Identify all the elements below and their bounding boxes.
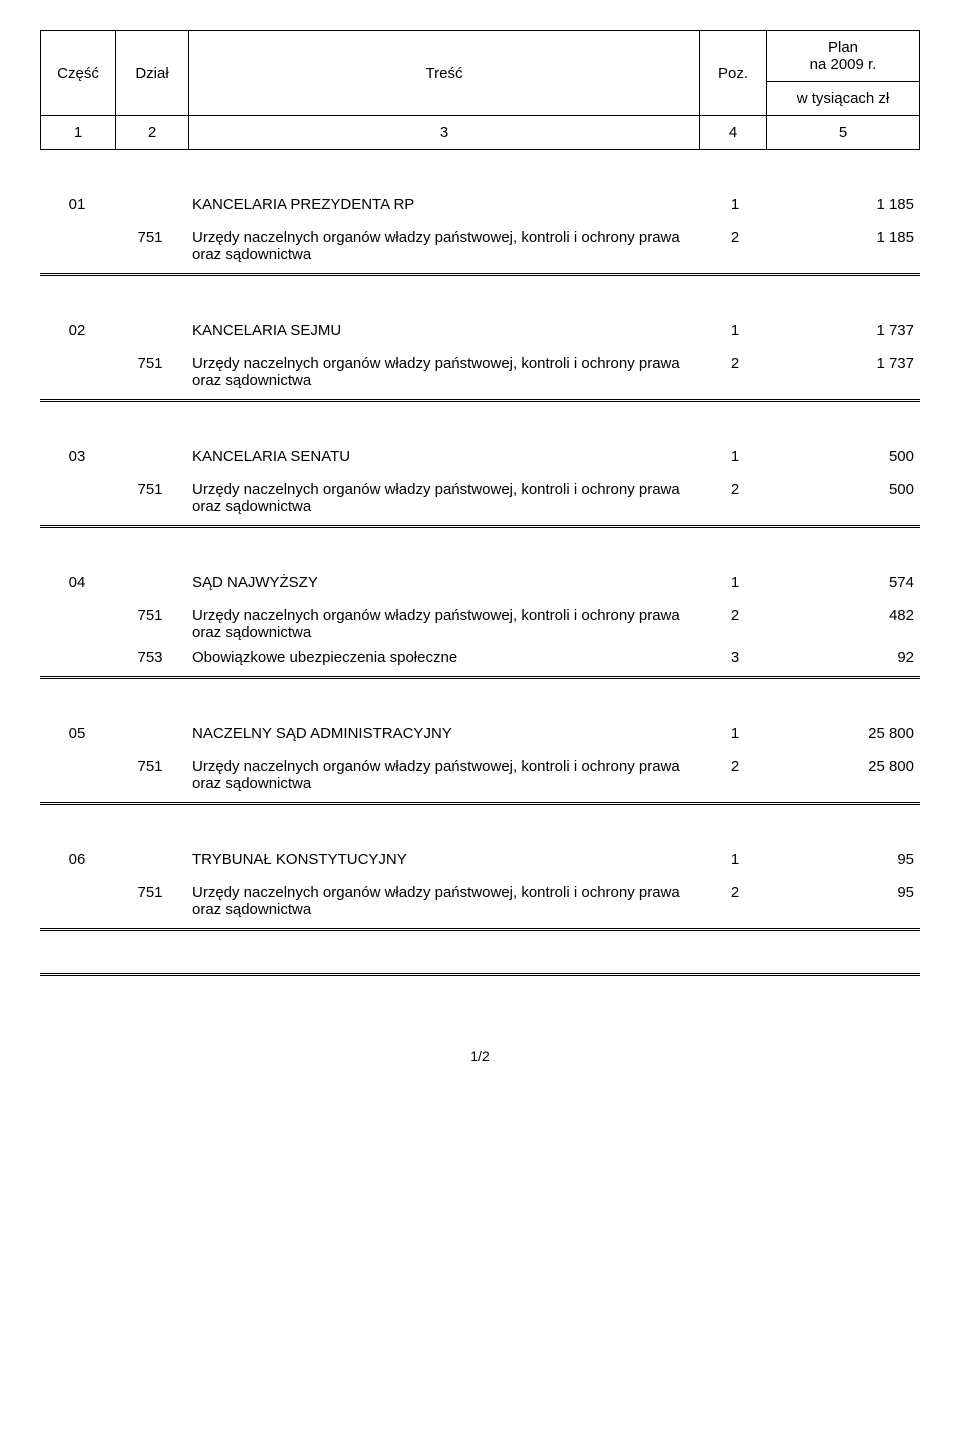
cell-empty [114,570,186,595]
row-poz: 2 [702,754,768,796]
cell-empty [40,754,114,796]
section-block: 01 KANCELARIA PREZYDENTA RP11 185 751Urzęd… [40,192,920,276]
header-table: Część Dział Treść Poz. Plan na 2009 r. w… [40,30,920,150]
cell-empty [40,351,114,393]
cell-empty [40,645,114,670]
hdr-plan: Plan na 2009 r. [767,31,920,82]
section-title: KANCELARIA PREZYDENTA RP [186,192,702,217]
section-title-val: 574 [768,570,920,595]
section-czesc: 04 [40,570,114,595]
row-tresc: Urzędy naczelnych organów władzy państwo… [186,477,702,519]
hdr-poz: Poz. [700,31,767,116]
row-tresc: Urzędy naczelnych organów władzy państwo… [186,351,702,393]
row-val: 25 800 [768,754,920,796]
section-czesc: 06 [40,847,114,872]
row-val: 92 [768,645,920,670]
section-title-poz: 1 [702,192,768,217]
section-czesc: 02 [40,318,114,343]
row-poz: 2 [702,603,768,645]
row-poz: 2 [702,477,768,519]
row-dzial: 753 [114,645,186,670]
section-block: 06 TRYBUNAŁ KONSTYTUCYJNY195 751Urzędy nac… [40,847,920,931]
row-val: 482 [768,603,920,645]
section-block: 03 KANCELARIA SENATU1500 751Urzędy naczeln… [40,444,920,528]
row-tresc: Urzędy naczelnych organów władzy państwo… [186,754,702,796]
section-block: 04 SĄD NAJWYŻSZY1574 751Urzędy naczelnych … [40,570,920,679]
cell-empty [40,603,114,645]
row-dzial: 751 [114,603,186,645]
row-val: 95 [768,880,920,922]
hdr-col3: 3 [189,116,700,150]
hdr-czesc: Część [41,31,116,116]
section-title-poz: 1 [702,318,768,343]
cell-empty [114,318,186,343]
row-dzial: 751 [114,351,186,393]
section-title: KANCELARIA SEJMU [186,318,702,343]
row-tresc: Urzędy naczelnych organów władzy państwo… [186,225,702,267]
section-title: KANCELARIA SENATU [186,444,702,469]
hdr-col2: 2 [116,116,189,150]
row-poz: 2 [702,880,768,922]
cell-empty [40,880,114,922]
row-dzial: 751 [114,477,186,519]
open-section-border [40,973,920,988]
row-tresc: Urzędy naczelnych organów władzy państwo… [186,603,702,645]
section-czesc: 05 [40,721,114,746]
section-title-poz: 1 [702,444,768,469]
section-czesc: 03 [40,444,114,469]
row-dzial: 751 [114,754,186,796]
section-title-poz: 1 [702,721,768,746]
section-title: NACZELNY SĄD ADMINISTRACYJNY [186,721,702,746]
cell-empty [114,721,186,746]
section-title: SĄD NAJWYŻSZY [186,570,702,595]
hdr-wtys: w tysiącach zł [767,82,920,116]
section-title: TRYBUNAŁ KONSTYTUCYJNY [186,847,702,872]
cell-empty [114,847,186,872]
row-tresc: Obowiązkowe ubezpieczenia społeczne [186,645,702,670]
section-block: 02 KANCELARIA SEJMU11 737 751Urzędy naczel… [40,318,920,402]
hdr-dzial: Dział [116,31,189,116]
section-block: 05 NACZELNY SĄD ADMINISTRACYJNY125 800 751… [40,721,920,805]
section-title-val: 1 185 [768,192,920,217]
section-title-val: 1 737 [768,318,920,343]
cell-empty [114,444,186,469]
hdr-col1: 1 [41,116,116,150]
cell-empty [40,477,114,519]
cell-empty [40,225,114,267]
section-title-poz: 1 [702,847,768,872]
row-val: 500 [768,477,920,519]
row-poz: 2 [702,351,768,393]
row-poz: 3 [702,645,768,670]
row-val: 1 737 [768,351,920,393]
section-czesc: 01 [40,192,114,217]
hdr-col4: 4 [700,116,767,150]
page-footer: 1/2 [40,1048,920,1064]
hdr-col5: 5 [767,116,920,150]
row-val: 1 185 [768,225,920,267]
hdr-tresc: Treść [189,31,700,116]
section-title-val: 95 [768,847,920,872]
section-title-poz: 1 [702,570,768,595]
cell-empty [114,192,186,217]
section-title-val: 500 [768,444,920,469]
section-title-val: 25 800 [768,721,920,746]
row-dzial: 751 [114,225,186,267]
row-dzial: 751 [114,880,186,922]
row-tresc: Urzędy naczelnych organów władzy państwo… [186,880,702,922]
row-poz: 2 [702,225,768,267]
